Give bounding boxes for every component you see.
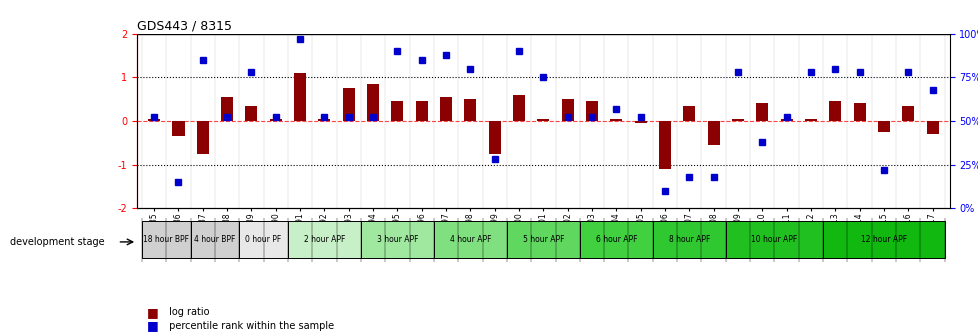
Bar [585,101,598,121]
Bar [269,119,282,121]
Bar [416,101,427,121]
Text: log ratio: log ratio [166,307,209,318]
Bar [658,121,670,169]
Bar [197,121,208,154]
Bar [439,97,452,121]
Bar [755,103,768,121]
Bar [293,73,306,121]
Bar [172,121,184,136]
Bar [853,103,865,121]
Bar [683,106,694,121]
Bar [391,101,403,121]
Bar [561,99,573,121]
Text: 12 hour APF: 12 hour APF [860,235,906,244]
Bar [512,95,524,121]
Text: 4 hour APF: 4 hour APF [449,235,491,244]
Text: 10 hour APF: 10 hour APF [750,235,797,244]
Bar [707,121,719,145]
Bar [488,121,501,154]
Bar [464,99,476,121]
FancyBboxPatch shape [361,221,433,258]
Text: ■: ■ [147,306,158,319]
Text: 2 hour APF: 2 hour APF [303,235,344,244]
FancyBboxPatch shape [579,221,652,258]
Text: 6 hour APF: 6 hour APF [595,235,637,244]
Bar [148,119,160,121]
Text: 8 hour APF: 8 hour APF [668,235,709,244]
Text: 18 hour BPF: 18 hour BPF [143,235,189,244]
Bar [318,119,331,121]
Bar [804,119,817,121]
Text: development stage: development stage [10,237,105,247]
Text: 5 hour APF: 5 hour APF [522,235,563,244]
Bar [828,101,840,121]
Bar [902,106,913,121]
Bar [609,119,622,121]
Text: 4 hour BPF: 4 hour BPF [194,235,236,244]
FancyBboxPatch shape [239,221,288,258]
Text: ■: ■ [147,320,158,332]
Bar [634,121,646,123]
Text: GDS443 / 8315: GDS443 / 8315 [137,19,232,33]
Text: percentile rank within the sample: percentile rank within the sample [166,321,334,331]
FancyBboxPatch shape [142,221,191,258]
Text: 3 hour APF: 3 hour APF [377,235,418,244]
Bar [779,119,792,121]
Bar [877,121,889,132]
FancyBboxPatch shape [507,221,579,258]
FancyBboxPatch shape [433,221,507,258]
Bar [342,88,354,121]
FancyBboxPatch shape [822,221,944,258]
FancyBboxPatch shape [725,221,822,258]
Bar [537,119,549,121]
Bar [925,121,938,134]
FancyBboxPatch shape [652,221,725,258]
FancyBboxPatch shape [191,221,239,258]
Bar [367,84,378,121]
FancyBboxPatch shape [288,221,361,258]
Bar [245,106,257,121]
Text: 0 hour PF: 0 hour PF [245,235,282,244]
Bar [732,119,743,121]
Bar [221,97,233,121]
